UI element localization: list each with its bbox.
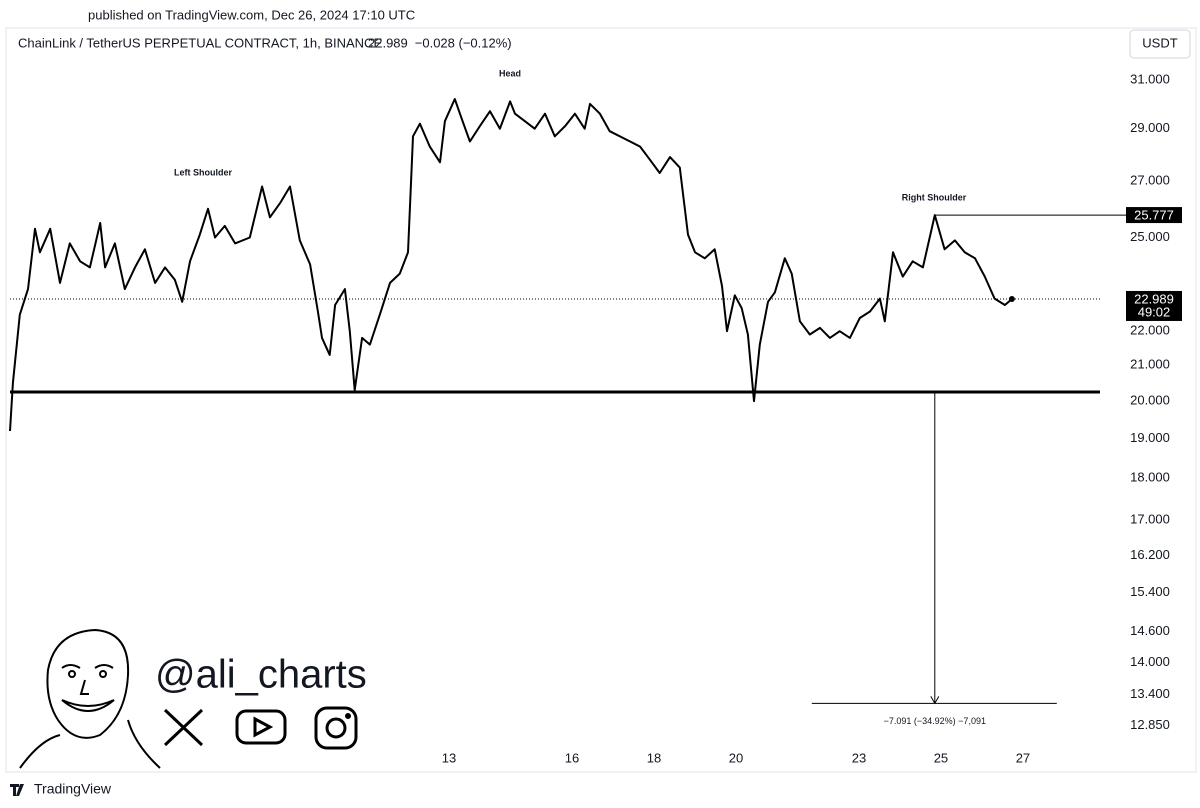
y-tick-label: 14.600 [1130, 623, 1170, 638]
y-tick-label: 14.000 [1130, 654, 1170, 669]
annotation: Head [499, 68, 521, 78]
y-tick-label: 25.000 [1130, 229, 1170, 244]
y-tick-label: 17.000 [1130, 512, 1170, 527]
x-tick-label: 16 [565, 750, 579, 765]
watermark: @ali_charts [155, 653, 367, 697]
y-tick-label: 13.400 [1130, 686, 1170, 701]
currency-button[interactable] [1129, 29, 1191, 59]
header-change: −0.028 (−0.12%) [415, 35, 512, 50]
y-tick-label: 15.400 [1130, 584, 1170, 599]
last-price-tag [1126, 290, 1182, 321]
header-last-price: 22.989 [368, 35, 408, 50]
chart-frame [5, 27, 1197, 773]
y-tick-label: 19.000 [1130, 430, 1170, 445]
brand-name: TradingView [34, 781, 112, 797]
measure-label: −7.091 (−34.92%) −7,091 [884, 716, 986, 726]
x-tick-label: 23 [852, 750, 866, 765]
y-tick-label: 22.000 [1130, 323, 1170, 338]
x-tick-label: 25 [934, 750, 948, 765]
last-price-label: 22.989 [1134, 291, 1174, 306]
chart-title: ChainLink / TetherUS PERPETUAL CONTRACT,… [18, 35, 382, 50]
currency-label[interactable]: USDT [1142, 35, 1177, 50]
y-tick-label: 27.000 [1130, 173, 1170, 188]
y-tick-label: 18.000 [1130, 470, 1170, 485]
annotation: Right Shoulder [902, 192, 967, 202]
y-tick-label: 20.000 [1130, 392, 1170, 407]
annotation: Left Shoulder [174, 167, 232, 177]
y-tick-label: 16.200 [1130, 547, 1170, 562]
y-tick-label: 12.850 [1130, 717, 1170, 732]
x-tick-label: 27 [1016, 750, 1030, 765]
last-point [1008, 295, 1015, 302]
x-tick-label: 20 [729, 750, 743, 765]
brand [10, 784, 24, 796]
countdown-label: 49:02 [1138, 304, 1171, 319]
published-note: published on TradingView.com, Dec 26, 20… [88, 7, 415, 22]
y-tick-label: 21.000 [1130, 357, 1170, 372]
shoulder-level-label: 25.777 [1134, 208, 1174, 223]
y-tick-label: 29.000 [1130, 120, 1170, 135]
shoulder-level-tag [1126, 207, 1182, 224]
y-tick-label: 31.000 [1130, 71, 1170, 86]
x-tick-label: 13 [442, 750, 456, 765]
x-tick-label: 18 [647, 750, 661, 765]
price-line [9, 98, 1013, 432]
social-icons [163, 706, 358, 750]
avatar [19, 628, 161, 769]
